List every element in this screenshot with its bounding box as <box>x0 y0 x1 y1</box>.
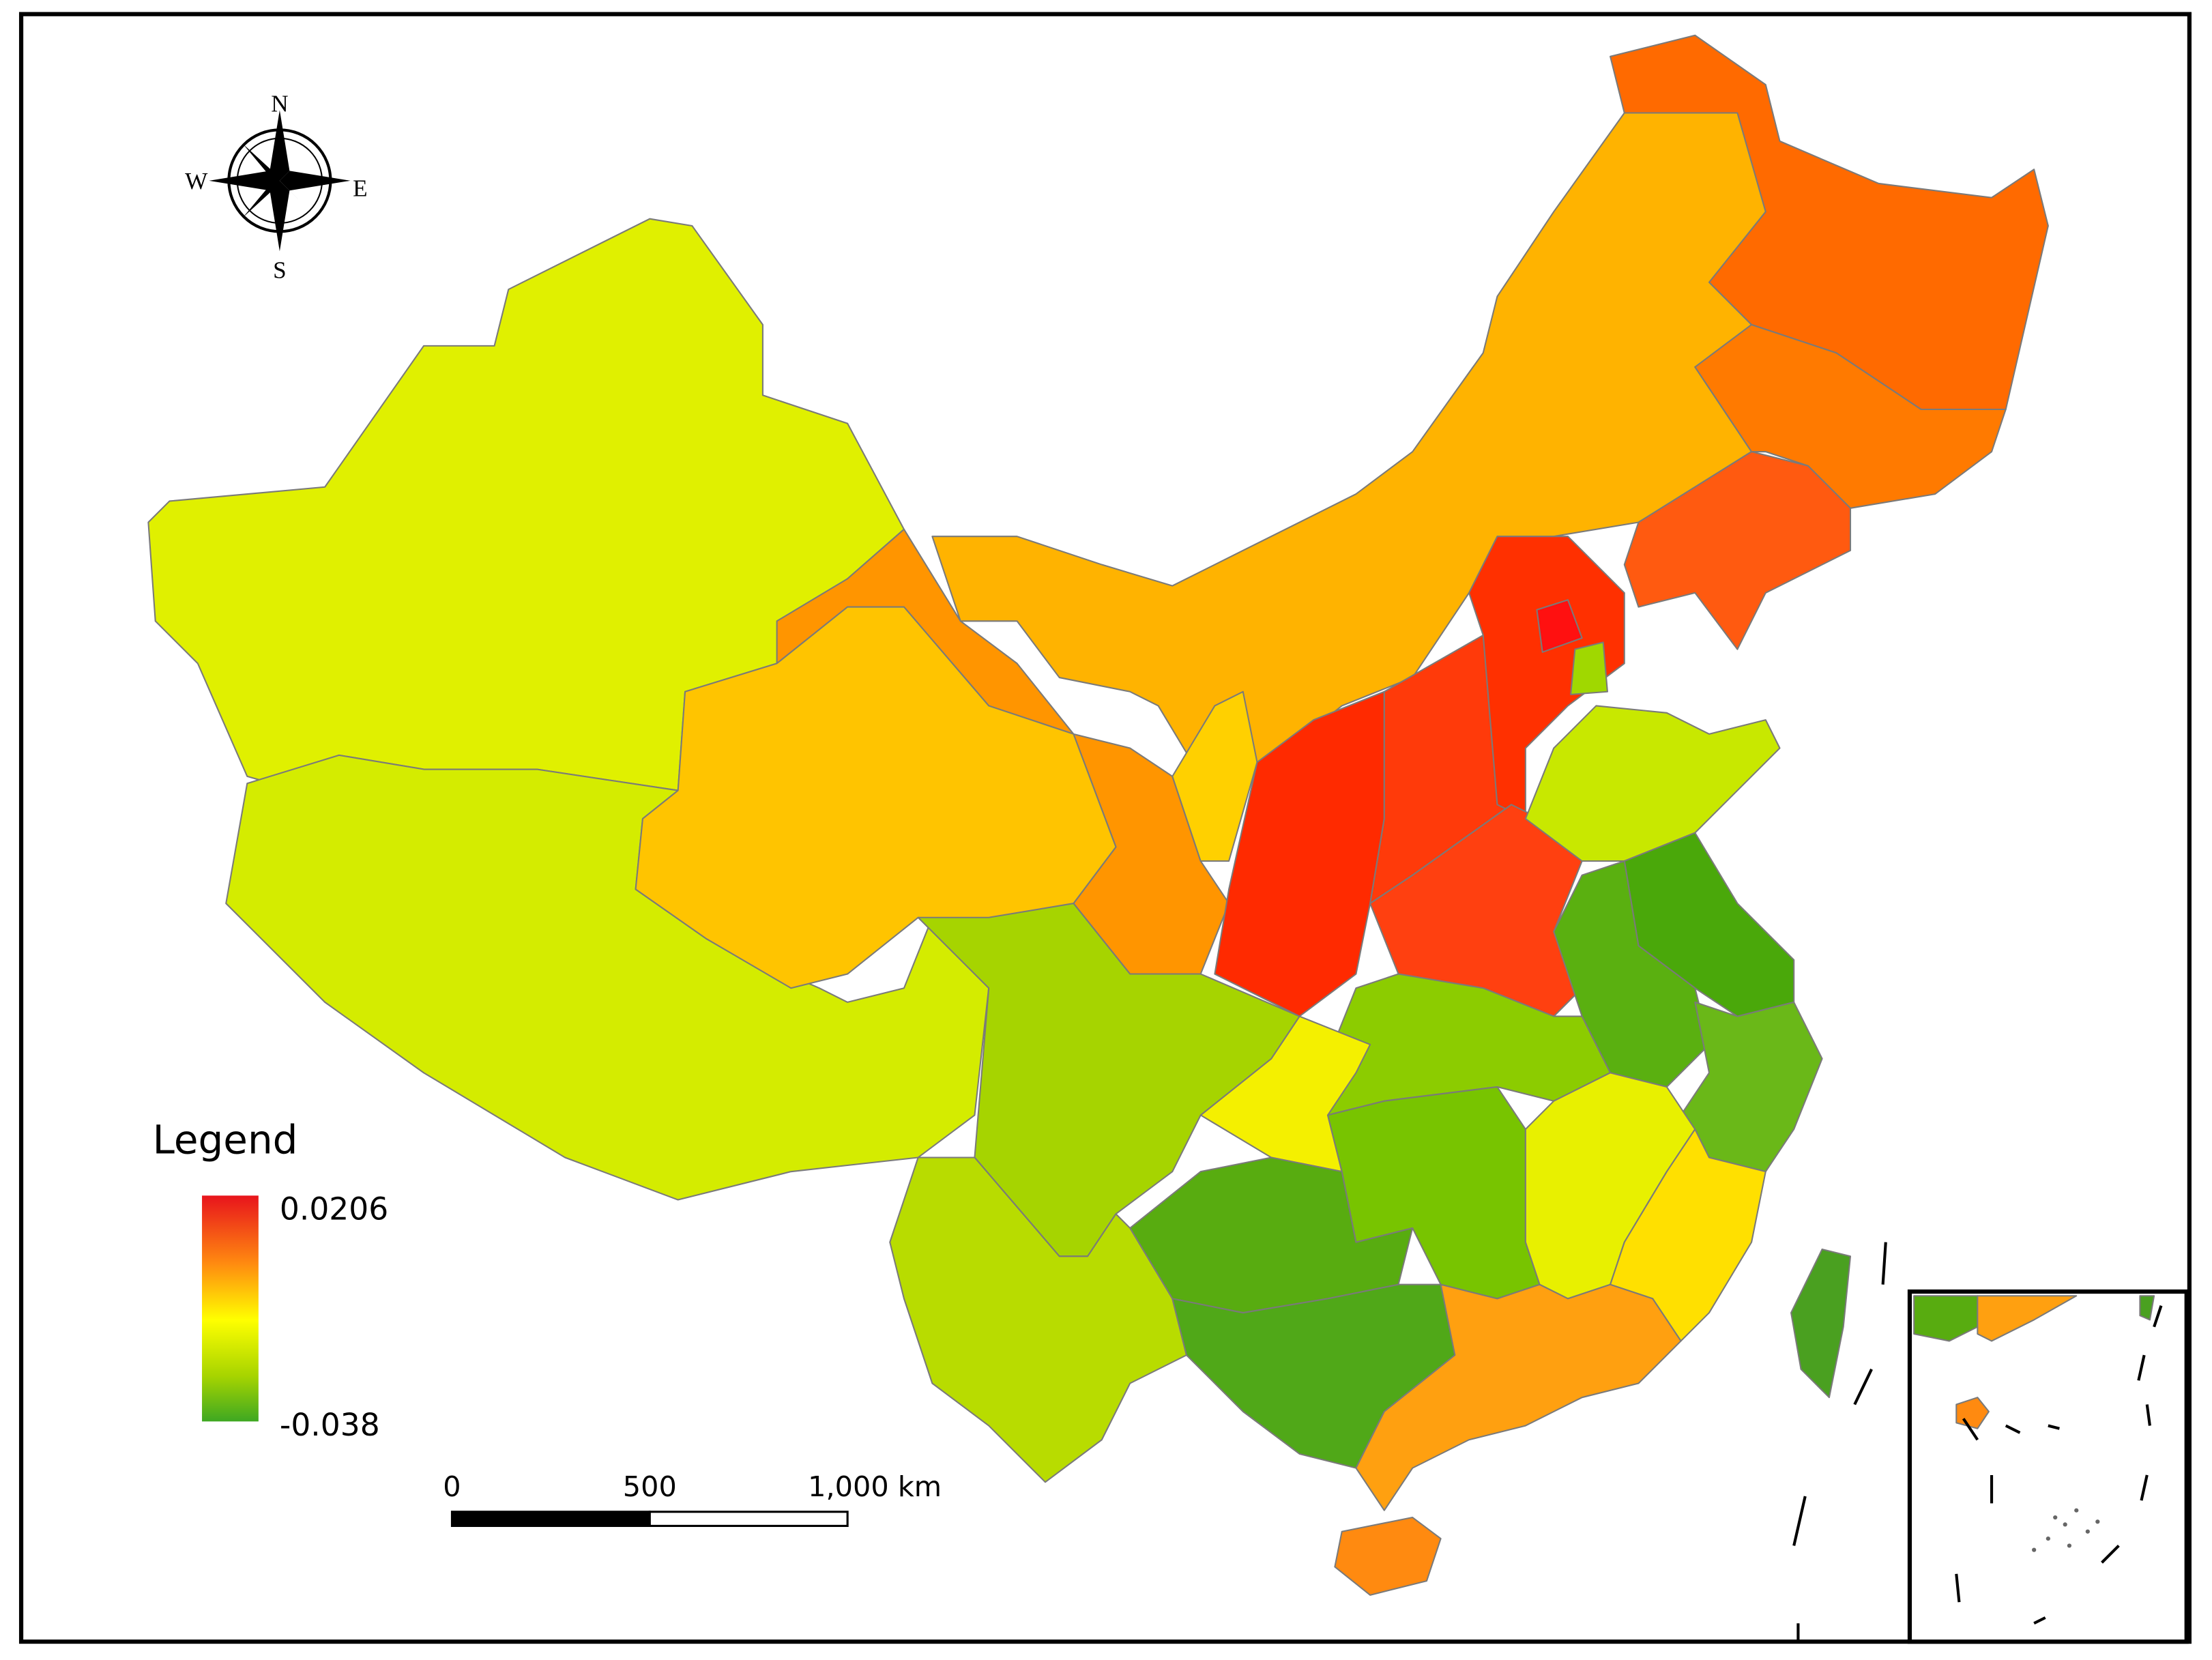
inset-islands <box>2032 1508 2100 1552</box>
jilin <box>1694 323 2007 509</box>
shandong <box>1524 705 1781 862</box>
inset-frame <box>1907 1289 2189 1644</box>
inset-island <box>2139 1295 2155 1321</box>
compass: N S E W <box>185 90 368 283</box>
guangdong <box>1355 1283 1682 1511</box>
compass-point <box>270 110 290 181</box>
compass-north: N <box>271 90 288 117</box>
tianjin <box>1570 641 1608 695</box>
zhejiang <box>1680 1001 1823 1173</box>
scale-segment <box>450 1511 651 1528</box>
legend-title: Legend <box>153 1116 298 1163</box>
inset-land <box>1977 1295 2078 1342</box>
compass-south: S <box>273 257 287 284</box>
inset-land <box>1913 1295 1979 1342</box>
provinces <box>147 34 2049 1596</box>
scale-bar: 0 500 1,000 km <box>443 1470 942 1528</box>
compass-west: W <box>185 168 208 194</box>
compass-point <box>270 180 290 252</box>
yunnan <box>889 1156 1188 1483</box>
compass-point <box>243 144 280 181</box>
inset <box>1913 1295 2163 1625</box>
boundary-dashes <box>1792 1242 1887 1641</box>
legend-max: 0.0206 <box>280 1191 388 1227</box>
scale-label: 1,000 km <box>808 1470 942 1503</box>
beijing <box>1536 599 1583 653</box>
taiwan <box>1790 1248 1852 1399</box>
compass-point <box>243 180 280 218</box>
liaoning <box>1623 451 1852 650</box>
tibet <box>225 754 990 1201</box>
inset-dashes <box>1955 1305 2163 1625</box>
compass-point <box>209 171 280 191</box>
compass-point <box>279 171 351 191</box>
hebei <box>1468 536 1625 819</box>
scale-label: 500 <box>623 1470 677 1503</box>
scale-segment <box>648 1511 849 1528</box>
legend-gradient <box>202 1195 259 1422</box>
scale-label: 0 <box>443 1470 461 1503</box>
legend: Legend 0.0206 -0.038 <box>153 1116 389 1443</box>
legend-min: -0.038 <box>280 1407 380 1443</box>
hainan <box>1334 1517 1442 1596</box>
compass-east: E <box>353 175 368 202</box>
